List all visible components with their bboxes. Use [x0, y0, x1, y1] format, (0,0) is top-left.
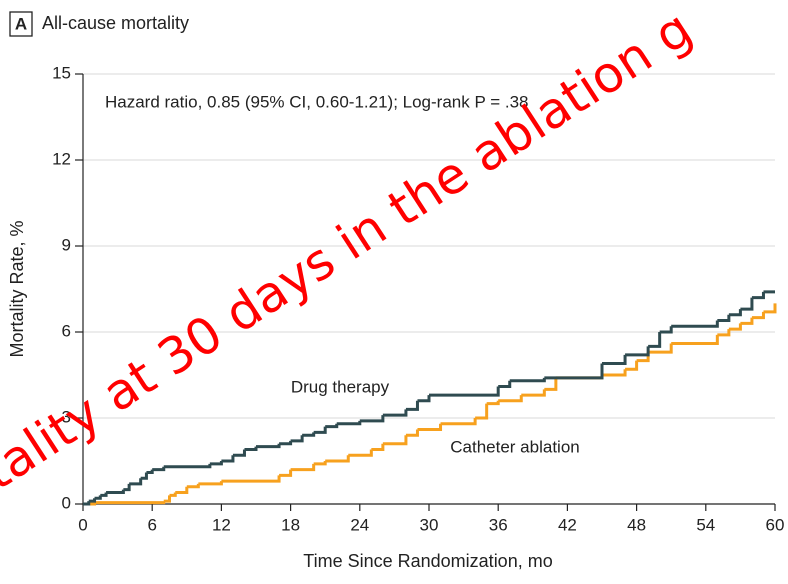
- x-tick-label: 54: [696, 515, 715, 534]
- step-segment: [163, 463, 212, 469]
- annotation: Hazard ratio, 0.85 (95% CI, 0.60-1.21); …: [105, 92, 529, 111]
- x-tick-label: 60: [766, 515, 785, 534]
- step-segment: [152, 466, 166, 472]
- step-segment: [751, 311, 765, 320]
- step-segment: [763, 303, 777, 314]
- step-segment: [740, 317, 754, 325]
- step-segment: [313, 461, 327, 466]
- step-segment: [290, 463, 316, 472]
- step-segment: [602, 369, 627, 377]
- y-tick-label: 12: [52, 149, 71, 168]
- step-segment: [475, 403, 489, 420]
- step-segment: [94, 495, 102, 500]
- y-tick-label: 0: [62, 493, 71, 512]
- series-label: Catheter ablation: [450, 437, 579, 456]
- step-segment: [544, 363, 604, 380]
- step-segment: [336, 420, 362, 426]
- step-segment: [209, 461, 223, 466]
- step-segment: [302, 432, 316, 437]
- step-segment: [325, 455, 350, 463]
- step-segment: [417, 423, 443, 431]
- step-segment: [544, 377, 558, 391]
- step-segment: [106, 489, 125, 495]
- step-segment: [717, 329, 731, 337]
- step-segment: [717, 314, 731, 323]
- x-tick-label: 30: [420, 515, 439, 534]
- step-segment: [625, 360, 639, 371]
- step-segment: [602, 354, 627, 366]
- panel-box: [9, 11, 33, 37]
- step-segment: [751, 291, 765, 300]
- x-tick-label: 24: [350, 515, 369, 534]
- step-segment: [382, 409, 408, 417]
- step-segment: [146, 469, 154, 474]
- step-segment: [740, 297, 754, 311]
- step-segment: [140, 472, 148, 480]
- x-tick-label: 6: [147, 515, 156, 534]
- step-segment: [648, 332, 662, 348]
- step-segment: [256, 443, 281, 449]
- step-segment: [671, 320, 719, 328]
- step-segment: [221, 475, 281, 483]
- y-axis-label: Mortality Rate, %: [7, 220, 27, 357]
- step-segment: [498, 395, 523, 403]
- step-segment: [100, 492, 108, 497]
- x-tick-label: 48: [627, 515, 646, 534]
- step-segment: [175, 486, 189, 495]
- step-segment: [313, 426, 327, 434]
- step-segment: [486, 400, 500, 406]
- x-axis-label: Time Since Randomization, mo: [303, 551, 552, 571]
- step-segment: [169, 492, 177, 497]
- step-segment: [648, 343, 673, 354]
- panel-label: A: [15, 14, 27, 33]
- series-label: Drug therapy: [291, 377, 390, 396]
- step-segment: [440, 418, 477, 426]
- chart-title: All-cause mortality: [42, 13, 189, 33]
- step-segment: [405, 400, 419, 411]
- step-segment: [279, 440, 293, 446]
- step-segment: [371, 443, 385, 452]
- step-segment: [728, 309, 742, 317]
- x-tick-label: 12: [212, 515, 231, 534]
- step-segment: [198, 481, 223, 486]
- step-segment: [348, 449, 373, 457]
- step-segment: [359, 415, 385, 423]
- y-tick-label: 15: [52, 63, 71, 82]
- step-segment: [325, 423, 339, 429]
- step-segment: [290, 435, 304, 443]
- x-tick-label: 18: [281, 515, 300, 534]
- step-segment: [83, 501, 91, 506]
- x-tick-label: 42: [558, 515, 577, 534]
- step-segment: [279, 469, 293, 477]
- step-segment: [429, 386, 500, 397]
- x-tick-label: 36: [489, 515, 508, 534]
- step-segment: [521, 389, 546, 397]
- overlay-text: tality at 30 days in the ablation g: [0, 0, 702, 501]
- step-segment: [94, 501, 166, 505]
- step-segment: [129, 478, 143, 486]
- step-segment: [221, 455, 235, 463]
- step-segment: [498, 380, 512, 388]
- step-segment: [509, 377, 546, 383]
- step-segment: [405, 429, 419, 437]
- step-segment: [88, 498, 97, 503]
- y-tick-label: 6: [62, 321, 71, 340]
- step-segment: [123, 483, 131, 492]
- step-segment: [232, 449, 246, 457]
- step-segment: [244, 446, 258, 452]
- step-segment: [417, 395, 431, 403]
- step-segment: [186, 483, 200, 489]
- y-tick-label: 9: [62, 235, 71, 254]
- step-segment: [671, 334, 719, 345]
- step-segment: [659, 326, 673, 334]
- step-segment: [382, 435, 408, 446]
- y-tick-label: 3: [62, 407, 71, 426]
- step-segment: [163, 495, 171, 503]
- step-segment: [728, 323, 742, 331]
- step-segment: [625, 346, 650, 357]
- x-tick-label: 0: [78, 515, 87, 534]
